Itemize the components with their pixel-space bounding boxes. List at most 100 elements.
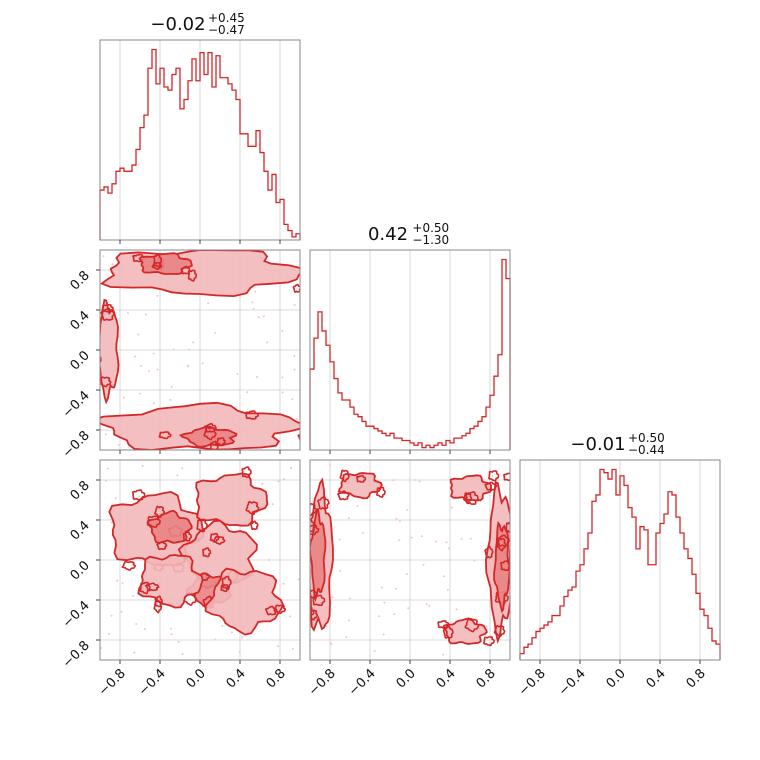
hist-bin — [248, 146, 252, 240]
sample-point — [169, 398, 172, 401]
contour-island — [153, 599, 163, 614]
sample-point — [447, 547, 450, 550]
hist-bin — [588, 533, 592, 660]
contour-island — [312, 594, 326, 607]
sample-point — [123, 396, 126, 399]
x-tick-label: −0.4 — [346, 666, 379, 699]
histogram-line — [99, 48, 301, 240]
hist-bin — [338, 393, 342, 450]
contour-island — [503, 472, 510, 482]
hist-bin — [120, 168, 124, 240]
sample-point — [108, 632, 111, 635]
hist-bin — [172, 75, 176, 240]
sample-point — [291, 647, 294, 650]
hist-bin — [132, 165, 136, 240]
sample-point — [262, 315, 265, 318]
sample-point — [293, 354, 296, 357]
contour-island — [241, 466, 252, 478]
hist-bin — [684, 549, 688, 660]
y-tick-label: 0.0 — [68, 348, 93, 373]
hist-bin — [220, 78, 224, 240]
hist-bin — [612, 470, 616, 660]
hist-bin — [458, 438, 462, 450]
sample-point — [152, 352, 155, 355]
sample-point — [261, 482, 264, 485]
sample-point — [491, 475, 494, 478]
hist-bin — [228, 84, 232, 240]
contour-island — [153, 505, 165, 518]
sample-point — [293, 303, 296, 306]
hist-bin — [608, 479, 612, 660]
hist-bin — [474, 426, 478, 450]
sample-point — [133, 651, 136, 654]
sample-point — [100, 647, 103, 650]
sample-point — [283, 478, 286, 481]
sample-point — [126, 312, 129, 315]
sample-point — [442, 653, 445, 656]
hist-bin — [680, 533, 684, 660]
x-tick-label: 0.4 — [434, 666, 459, 691]
contour-island — [317, 495, 330, 510]
hist-bin — [164, 87, 168, 240]
hist-bin — [342, 400, 346, 450]
sample-point — [221, 625, 224, 628]
sample-point — [238, 651, 241, 654]
sample-point — [428, 604, 431, 607]
hist-bin — [402, 440, 406, 450]
contour-island — [464, 618, 480, 633]
sample-point — [214, 638, 217, 641]
y-tick-label: 0.8 — [68, 478, 93, 503]
sample-point — [170, 633, 173, 636]
sample-point — [382, 633, 385, 636]
sample-point — [236, 373, 239, 376]
sample-point — [104, 433, 107, 436]
sample-point — [121, 581, 124, 584]
hist-bin — [212, 87, 216, 240]
contour-region — [100, 250, 300, 298]
sample-point — [406, 508, 409, 511]
contour-island — [245, 500, 260, 516]
contour-island — [310, 519, 317, 533]
hist-bin — [600, 470, 604, 660]
sample-point — [188, 348, 191, 351]
hist-bin — [160, 68, 164, 240]
sample-point — [445, 541, 448, 544]
hist-bin — [668, 492, 672, 660]
sample-point — [172, 348, 175, 351]
sample-point — [138, 495, 141, 498]
sample-point — [132, 594, 135, 597]
contour-island — [209, 440, 219, 450]
hist-bin — [156, 84, 160, 240]
hist-bin — [204, 75, 208, 240]
contour-island — [203, 422, 217, 433]
hist-bin — [414, 445, 418, 450]
hist-bin — [386, 436, 390, 450]
sample-point — [330, 643, 333, 646]
panel-title-median: −0.02 — [150, 14, 205, 35]
contour-island — [484, 545, 494, 559]
panel-title-upper: +0.45 — [208, 11, 245, 25]
hist-bin — [616, 495, 620, 660]
y-tick-label: 0.8 — [68, 268, 93, 293]
contour-island — [212, 535, 226, 545]
sample-point — [102, 255, 105, 258]
histogram-steps — [309, 258, 511, 450]
histogram-line — [519, 468, 721, 660]
contour-island — [131, 489, 146, 501]
contour-region — [449, 474, 493, 502]
contour-island — [100, 307, 115, 322]
contour-region — [337, 472, 383, 500]
sample-point — [207, 302, 210, 305]
hist-bin — [580, 565, 584, 660]
sample-point — [230, 631, 233, 634]
hist-bin — [276, 203, 280, 240]
contour-island — [356, 474, 367, 483]
sample-point — [290, 467, 293, 470]
sample-point — [143, 627, 146, 630]
panel-title-lower: −0.44 — [628, 443, 665, 457]
sample-point — [141, 464, 144, 467]
x-tick-label: −0.4 — [136, 666, 169, 699]
sample-point — [442, 575, 445, 578]
sample-point — [110, 614, 113, 617]
